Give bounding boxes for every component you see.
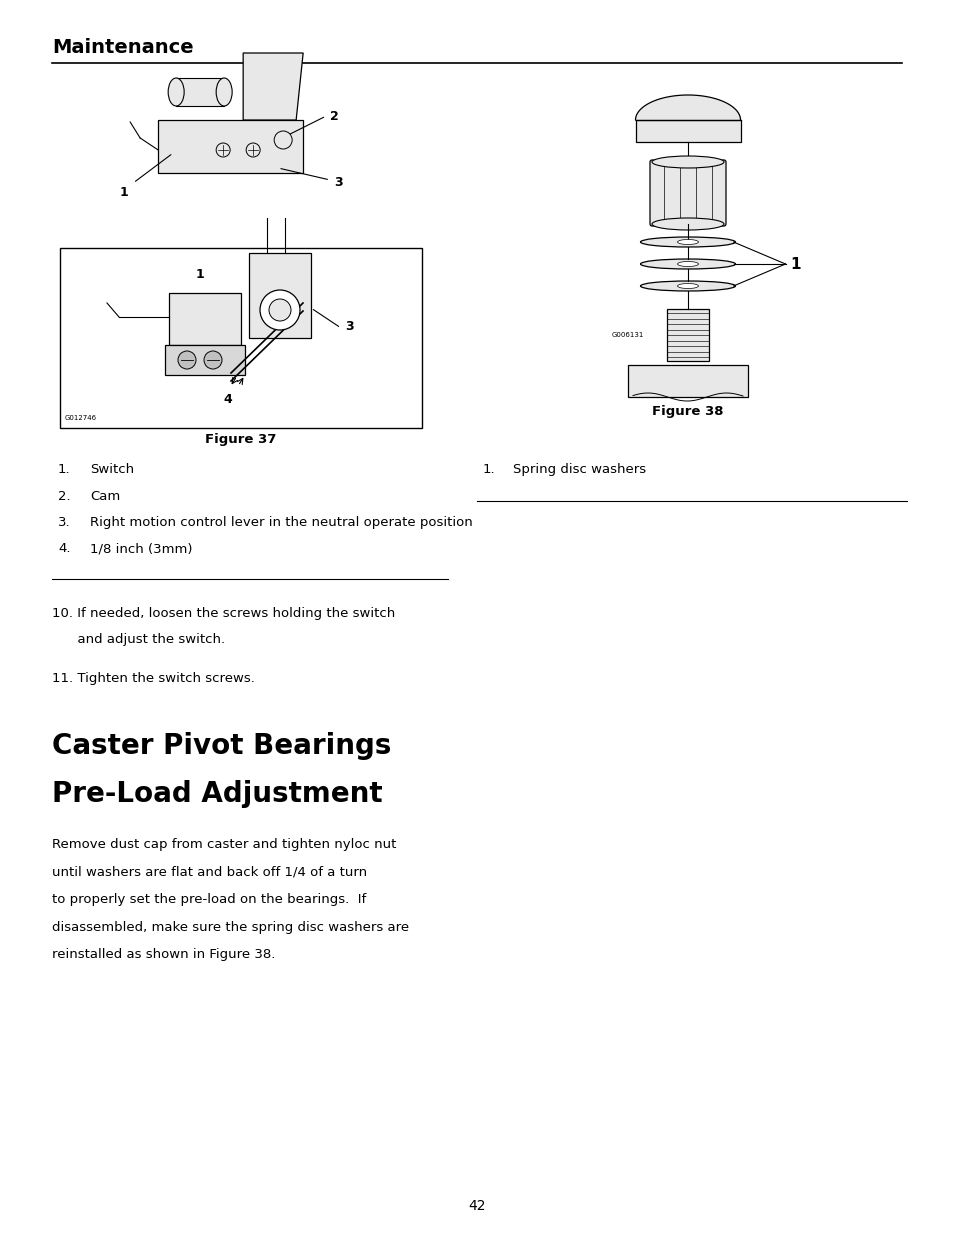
Circle shape [246,143,260,157]
Text: Figure 37: Figure 37 [205,433,276,446]
Text: to properly set the pre-load on the bearings.  If: to properly set the pre-load on the bear… [52,893,366,906]
Text: Switch: Switch [90,463,134,475]
FancyBboxPatch shape [649,161,725,226]
Polygon shape [158,120,303,173]
Circle shape [269,299,291,321]
Text: 4: 4 [223,393,233,406]
Text: disassembled, make sure the spring disc washers are: disassembled, make sure the spring disc … [52,920,409,934]
Text: 1/8 inch (3mm): 1/8 inch (3mm) [90,542,193,556]
Circle shape [178,351,195,369]
Text: 1: 1 [195,268,204,282]
Bar [635,120,740,142]
Text: G006131: G006131 [612,332,643,338]
Ellipse shape [677,262,698,267]
Text: G012746: G012746 [65,415,97,421]
Text: Caster Pivot Bearings: Caster Pivot Bearings [52,732,391,760]
Ellipse shape [677,240,698,245]
Ellipse shape [216,78,232,106]
Text: 1: 1 [119,186,128,199]
Text: 42: 42 [468,1199,485,1213]
Bar [176,78,224,106]
Text: 2: 2 [330,110,338,122]
Text: 11. Tighten the switch screws.: 11. Tighten the switch screws. [52,672,254,685]
Circle shape [274,131,292,149]
Text: Remove dust cap from caster and tighten nyloc nut: Remove dust cap from caster and tighten … [52,839,395,851]
Text: Pre-Load Adjustment: Pre-Load Adjustment [52,781,382,808]
Text: 4.: 4. [58,542,71,556]
Text: Figure 38: Figure 38 [652,405,723,417]
Ellipse shape [639,259,735,269]
Ellipse shape [639,282,735,291]
Text: Spring disc washers: Spring disc washers [513,463,645,475]
Circle shape [260,290,299,330]
Text: Maintenance: Maintenance [52,38,193,57]
Text: Right motion control lever in the neutral operate position: Right motion control lever in the neutra… [90,516,473,529]
Ellipse shape [677,284,698,289]
Text: reinstalled as shown in Figure 38.: reinstalled as shown in Figure 38. [52,948,275,961]
Text: 1: 1 [790,257,801,272]
Ellipse shape [651,156,723,168]
Circle shape [216,143,230,157]
Text: and adjust the switch.: and adjust the switch. [52,634,225,646]
Text: 3: 3 [345,320,354,333]
Bar [60,248,421,429]
Ellipse shape [168,78,184,106]
Text: 3: 3 [334,175,342,189]
Bar [169,293,241,345]
Ellipse shape [639,237,735,247]
Text: until washers are flat and back off 1/4 of a turn: until washers are flat and back off 1/4 … [52,866,367,878]
Bar [165,345,245,375]
Text: 3.: 3. [58,516,71,529]
Bar [627,366,747,396]
Text: 1.: 1. [482,463,496,475]
Text: 1.: 1. [58,463,71,475]
Bar [666,309,708,361]
Text: Cam: Cam [90,489,120,503]
Ellipse shape [651,219,723,230]
Text: 2.: 2. [58,489,71,503]
Circle shape [204,351,222,369]
Text: 10. If needed, loosen the screws holding the switch: 10. If needed, loosen the screws holding… [52,606,395,620]
Polygon shape [243,53,303,120]
Bar [249,253,311,338]
